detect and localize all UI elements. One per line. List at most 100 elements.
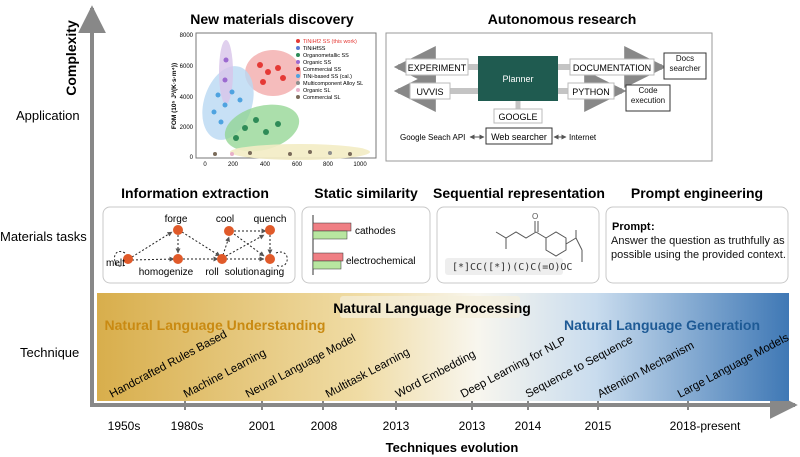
legend-label: Organometallic SS <box>303 53 349 59</box>
region-purple <box>219 40 233 104</box>
box-experiment <box>405 58 469 76</box>
y-tick: 8000 <box>180 33 194 39</box>
timeline-label: 2001 <box>249 419 276 433</box>
x-tick: 0 <box>203 162 207 168</box>
node-roll <box>217 254 227 264</box>
legend-label: Multicomponent Alloy SL <box>303 81 363 87</box>
box-documentation <box>569 58 655 76</box>
y-axis-label: Complexity <box>63 20 79 96</box>
point <box>280 75 286 81</box>
node-label: aging <box>260 267 284 278</box>
prompt-label: Prompt <box>612 221 651 233</box>
legend-marker <box>296 39 300 43</box>
timeline-label: 1950s <box>108 419 141 433</box>
nlp-title: Natural Language Processing <box>333 300 531 316</box>
box-python <box>567 82 615 100</box>
bar-electrochemical-green <box>312 260 342 270</box>
data-points <box>211 57 352 156</box>
timeline-label: 2014 <box>515 419 542 433</box>
y-tick: 2000 <box>180 125 194 131</box>
bar-electrochemical-red <box>312 252 344 262</box>
box-google <box>493 108 543 124</box>
legend-label: Commercial SL <box>303 95 341 101</box>
point <box>328 151 332 155</box>
label-google-api: Google Seach API <box>400 133 465 142</box>
legend-marker <box>296 88 300 92</box>
smiles-string: [*]CC([*])(C)C(=O)OC <box>452 262 572 273</box>
label-documentation: DOCUMENTATION <box>573 63 651 73</box>
edge <box>225 234 265 257</box>
point <box>237 97 243 103</box>
node-label: roll <box>205 267 218 278</box>
x-tick: 400 <box>260 162 271 168</box>
point <box>248 151 252 155</box>
row-label-technique: Technique <box>20 345 79 360</box>
point <box>275 121 281 127</box>
bar-cathodes-green <box>312 230 348 240</box>
point <box>213 152 217 156</box>
label-code-execution: Code execution <box>630 86 666 105</box>
node-quench <box>265 225 275 235</box>
legend-marker <box>296 95 300 99</box>
node-label: quench <box>254 214 287 225</box>
panel-frame <box>605 206 789 284</box>
prompt-text-container: Answer the question as truthfully as pos… <box>611 235 786 261</box>
legend-marker <box>296 60 300 64</box>
point <box>229 89 235 95</box>
region-yellow <box>230 144 370 160</box>
prompt-engineering-panel: Prompt : Answer the question as truthful… <box>605 206 789 284</box>
bar-cathodes-red <box>312 222 352 232</box>
sequential-representation-panel: O [*]CC([*])(C)C(=O)OC <box>436 206 600 284</box>
node-label: melt <box>106 258 125 269</box>
node-cool <box>224 226 234 236</box>
point <box>218 119 224 125</box>
prompt-text: Answer the question as truthfully as pos… <box>611 235 786 261</box>
nlu-title: Natural Language Understanding <box>105 317 326 333</box>
technique-band: Natural Language Processing Natural Lang… <box>97 293 791 401</box>
task-title-prompt-engineering: Prompt engineering <box>631 185 763 201</box>
code-execution-container: Code execution <box>630 86 666 105</box>
timeline-label: 2013 <box>383 419 410 433</box>
task-title-information-extraction: Information extraction <box>121 185 269 201</box>
node-label: solution <box>225 267 259 278</box>
panel-frame <box>301 206 431 284</box>
timeline-label: 2008 <box>311 419 338 433</box>
point <box>260 79 266 85</box>
task-title-static-similarity: Static similarity <box>314 185 418 201</box>
label-electrochemical: electrochemical <box>346 256 415 267</box>
label-uvvis: UVVIS <box>416 87 443 97</box>
x-tick: 800 <box>323 162 334 168</box>
information-extraction-panel: melt forge homogenize roll cool solution… <box>102 206 296 284</box>
edge <box>131 256 175 262</box>
oxygen-atom: O <box>532 212 538 221</box>
timeline-label: 2018-present <box>670 419 741 433</box>
region-red <box>245 50 301 96</box>
app-title-autonomous-research: Autonomous research <box>488 11 637 27</box>
materials-discovery-plot: TiNiHf2 SS (this work) TiNiHfSS Organome… <box>171 32 377 168</box>
plot-y-axis-label: FOM (10⁵ J²/(K·s·m⁴)) <box>171 63 178 129</box>
prompt-colon: : <box>651 221 655 233</box>
point <box>223 57 229 63</box>
app-title-materials-discovery: New materials discovery <box>190 11 354 27</box>
timeline-label: 2015 <box>585 419 612 433</box>
x-tick: 1000 <box>353 162 367 168</box>
legend-marker <box>296 53 300 57</box>
edge <box>222 236 230 256</box>
timeline-label: 1980s <box>171 419 204 433</box>
legend-marker <box>296 67 300 71</box>
y-tick: 6000 <box>180 64 194 70</box>
nlg-title: Natural Language Generation <box>564 317 760 333</box>
point <box>263 129 269 135</box>
node-aging <box>265 254 275 264</box>
point <box>215 92 221 98</box>
plot-legend: TiNiHf2 SS (this work) TiNiHfSS Organome… <box>296 39 363 101</box>
label-internet: Internet <box>569 133 597 142</box>
y-tick: 0 <box>190 155 194 161</box>
box-web-searcher <box>485 127 553 145</box>
legend-marker <box>296 74 300 78</box>
point <box>253 117 259 123</box>
x-tick: 600 <box>292 162 303 168</box>
label-experiment: EXPERIMENT <box>408 63 467 73</box>
label-planner: Planner <box>502 74 533 84</box>
legend-label: TiNiHf2 SS (this work) <box>303 39 357 45</box>
